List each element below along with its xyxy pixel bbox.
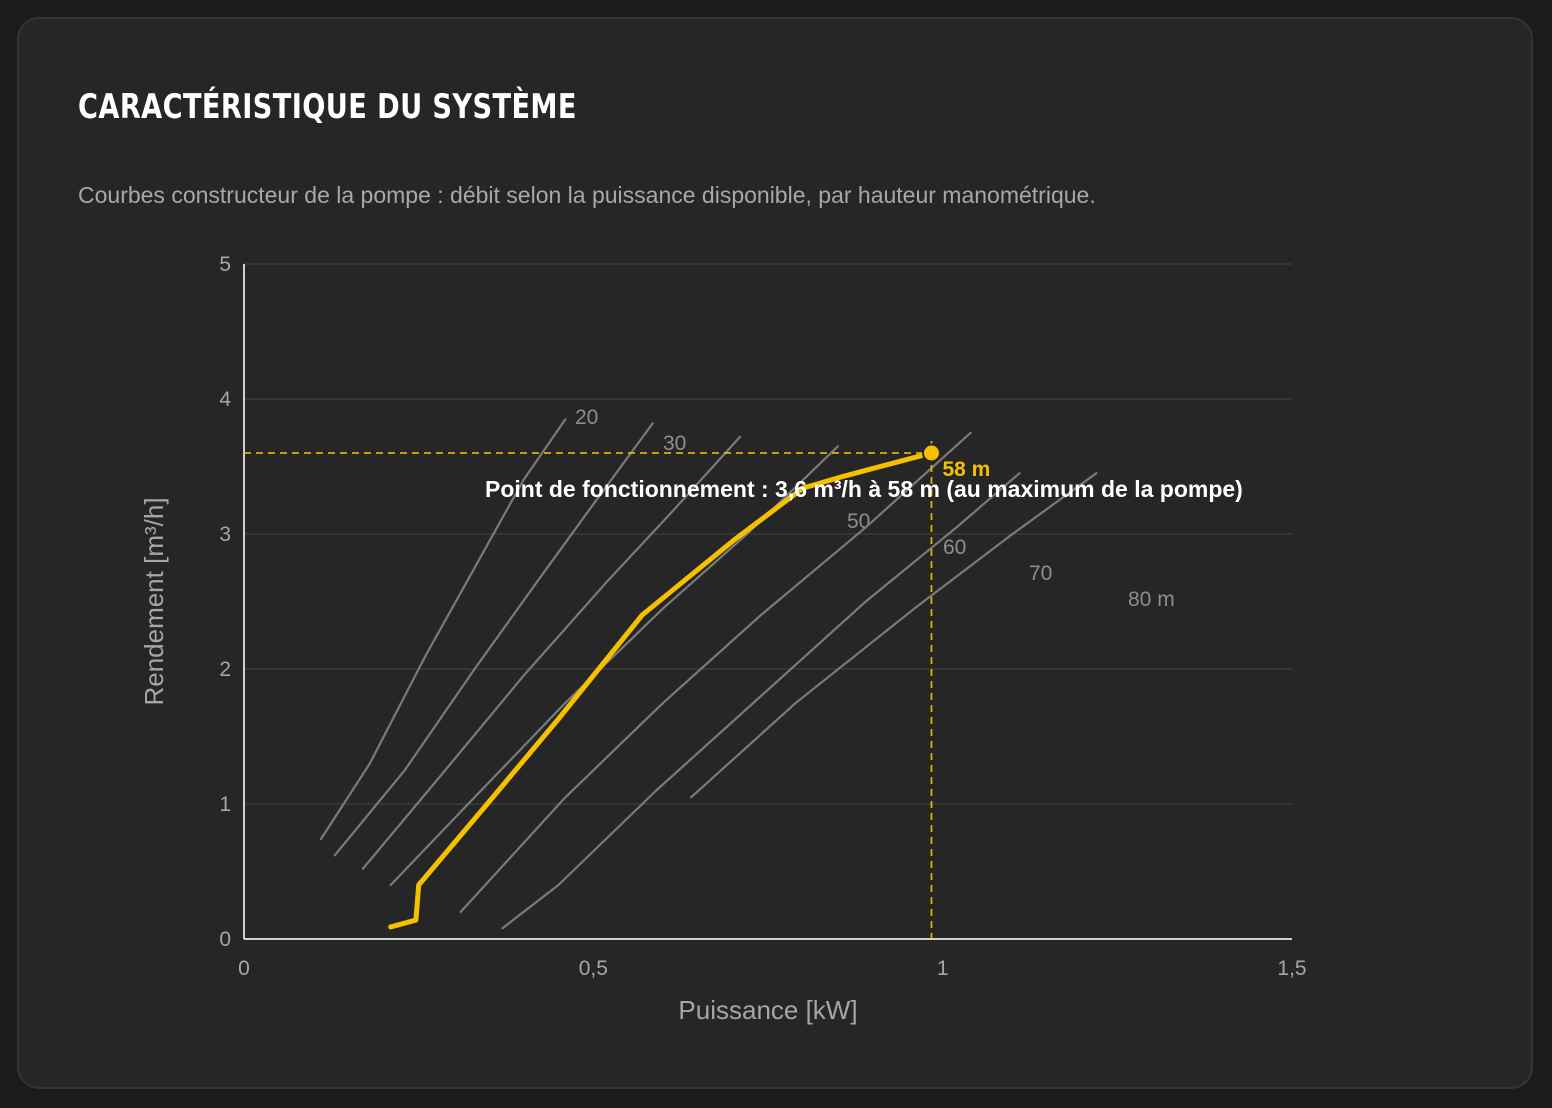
axes <box>243 264 1292 940</box>
x-tick-label: 1,5 <box>1277 957 1306 980</box>
y-tick-label: 5 <box>219 253 231 276</box>
grid-lines <box>244 263 1292 805</box>
curve-58-m-highlight <box>388 450 934 930</box>
curve-label: 20 <box>575 406 598 429</box>
y-tick-label: 0 <box>219 928 231 951</box>
card-title: CARACTÉRISTIQUE DU SYSTÈME <box>78 87 577 127</box>
curve-30 <box>333 422 654 857</box>
operating-point-marker <box>921 443 941 463</box>
x-axis-label: Puissance [kW] <box>678 995 857 1025</box>
curve-label: 50 <box>847 510 870 533</box>
y-tick-label: 1 <box>219 793 231 816</box>
curve-80-m <box>690 472 1098 799</box>
operating-point-annotation: Point de fonctionnement : 3,6 m³/h à 58 … <box>485 476 1243 502</box>
curve-label: 60 <box>943 536 966 559</box>
curve-60 <box>459 431 972 914</box>
curve-40 <box>361 435 742 870</box>
curve-label: 30 <box>663 432 686 455</box>
curve-20 <box>319 418 567 841</box>
y-tick-label: 3 <box>219 523 231 546</box>
operating-point-label: 58 m <box>942 458 990 481</box>
chart-card: CARACTÉRISTIQUE DU SYSTÈME Courbes const… <box>17 17 1533 1089</box>
y-tick-label: 4 <box>219 388 231 411</box>
y-tick-label: 2 <box>219 658 231 681</box>
y-axis-label: Rendement [m³/h] <box>139 497 169 705</box>
pump-curves: 20 30 50 60 70 80 m <box>319 406 1175 930</box>
curve-70 <box>501 472 1021 930</box>
x-tick-label: 0,5 <box>579 957 608 980</box>
curve-label: 80 m <box>1128 588 1175 611</box>
x-tick-label: 1 <box>937 957 949 980</box>
card-subtitle: Courbes constructeur de la pompe : débit… <box>78 182 1096 208</box>
curve-label: 70 <box>1029 562 1052 585</box>
x-tick-label: 0 <box>238 957 250 980</box>
